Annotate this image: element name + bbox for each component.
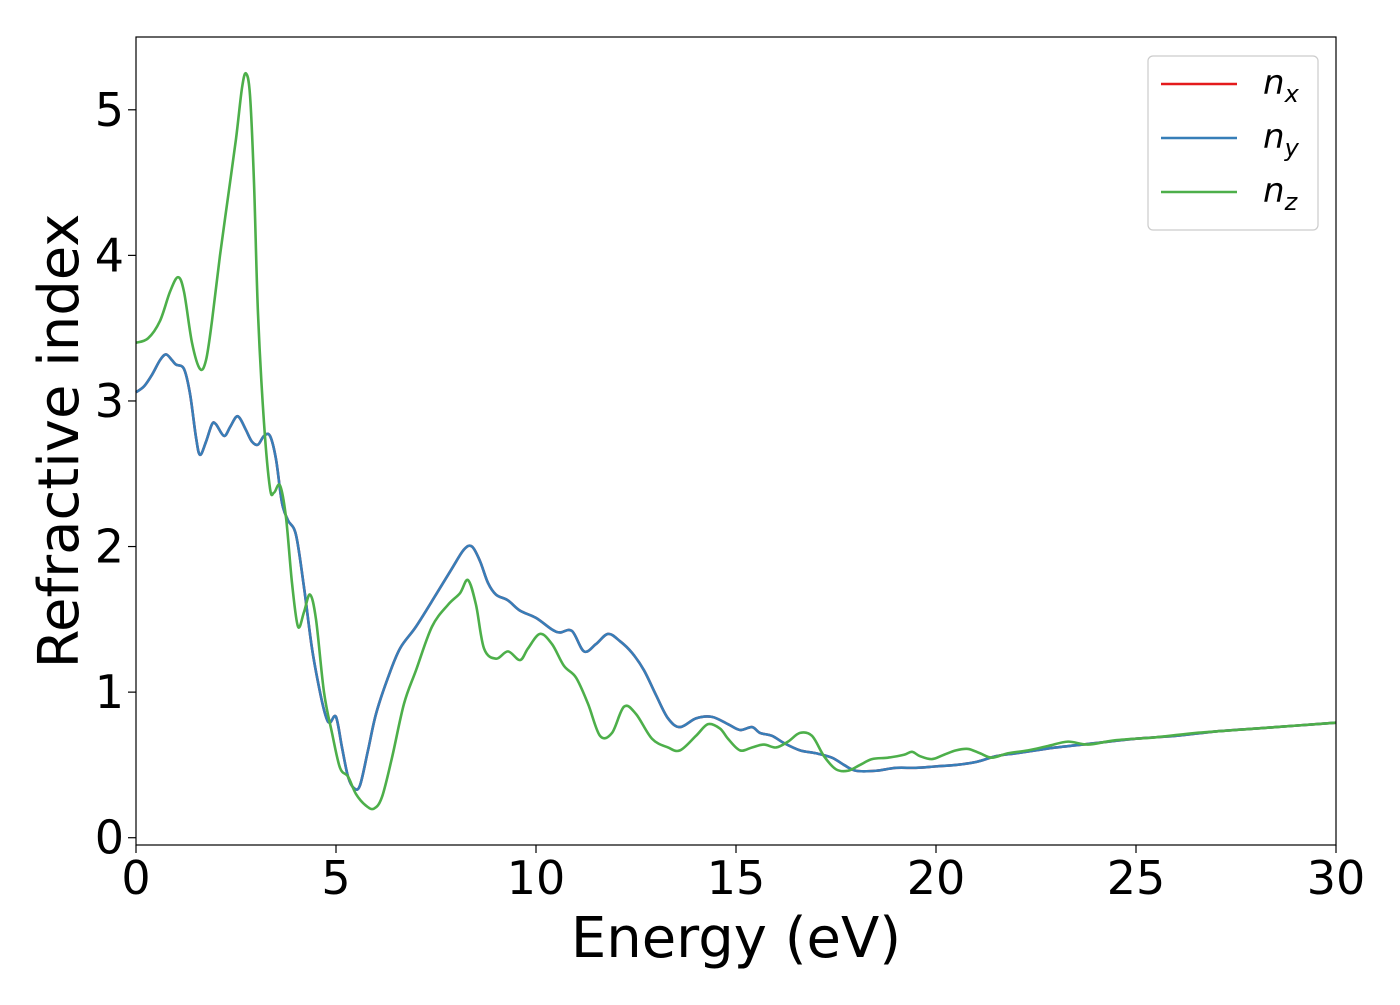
y-tick-label: 1 (95, 665, 124, 719)
y-tick-label: 5 (95, 83, 124, 137)
y-tick-label: 2 (95, 520, 124, 574)
legend-box (1147, 55, 1319, 231)
series-line-z (135, 71, 1337, 811)
y-tick-label: 3 (95, 374, 124, 428)
y-tick-label: 4 (95, 228, 124, 282)
series-line-y (135, 353, 1337, 791)
x-tick-label: 15 (707, 851, 766, 905)
x-tick-label: 25 (1107, 851, 1166, 905)
series-layer (135, 71, 1337, 811)
x-tick-label: 30 (1307, 851, 1366, 905)
x-tick-label: 10 (507, 851, 566, 905)
y-axis-label: Refractive index (27, 214, 92, 669)
x-tick-label: 0 (121, 851, 150, 905)
legend-label-x: nx (1263, 63, 1300, 108)
x-tick-label: 20 (907, 851, 966, 905)
legend-label-z: nz (1263, 171, 1299, 216)
y-tick-label: 0 (95, 811, 124, 865)
ticks-layer: 0 5 10 15 20 25 30 0 1 2 3 4 5 (95, 83, 1366, 905)
legend-label-y: ny (1263, 117, 1300, 162)
legend: nx ny nz (1147, 55, 1319, 231)
x-tick-label: 5 (321, 851, 350, 905)
x-axis-label: Energy (eV) (571, 906, 901, 971)
